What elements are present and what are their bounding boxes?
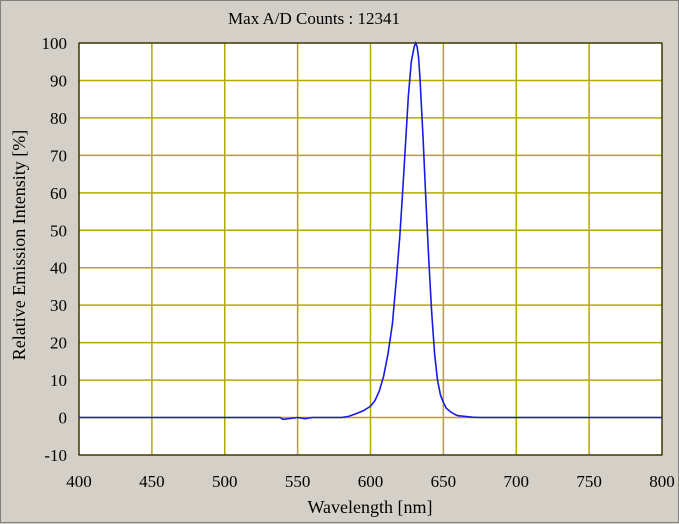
y-tick-label: 70 (50, 146, 67, 165)
y-tick-label: 60 (50, 184, 67, 203)
plot-border (78, 42, 663, 456)
y-tick-label: 100 (42, 34, 68, 53)
x-tick-label: 650 (431, 472, 457, 491)
y-tick-label: 80 (50, 109, 67, 128)
y-tick-label: 50 (50, 221, 67, 240)
x-tick-label: 400 (66, 472, 92, 491)
chart-title: Max A/D Counts : 12341 (228, 9, 400, 28)
y-tick-label: 90 (50, 71, 67, 90)
x-tick-label: 800 (649, 472, 675, 491)
y-tick-label: 0 (59, 409, 68, 428)
y-tick-labels: -10 0 10 20 30 40 50 60 70 80 90 100 (42, 34, 68, 465)
y-tick-label: -10 (44, 446, 67, 465)
y-tick-label: 10 (50, 371, 67, 390)
x-tick-label: 550 (285, 472, 311, 491)
x-axis-title: Wavelength [nm] (307, 497, 432, 517)
x-tick-label: 600 (358, 472, 384, 491)
y-tick-label: 40 (50, 259, 67, 278)
x-tick-label: 500 (212, 472, 238, 491)
x-tick-label: 750 (576, 472, 602, 491)
y-tick-label: 20 (50, 334, 67, 353)
x-tick-label: 700 (504, 472, 530, 491)
y-tick-label: 30 (50, 296, 67, 315)
x-tick-label: 450 (139, 472, 165, 491)
y-axis-title: Relative Emission Intensity [%] (9, 130, 29, 360)
series-line (79, 40, 662, 421)
x-tick-labels: 400 450 500 550 600 650 700 750 800 (66, 472, 675, 491)
